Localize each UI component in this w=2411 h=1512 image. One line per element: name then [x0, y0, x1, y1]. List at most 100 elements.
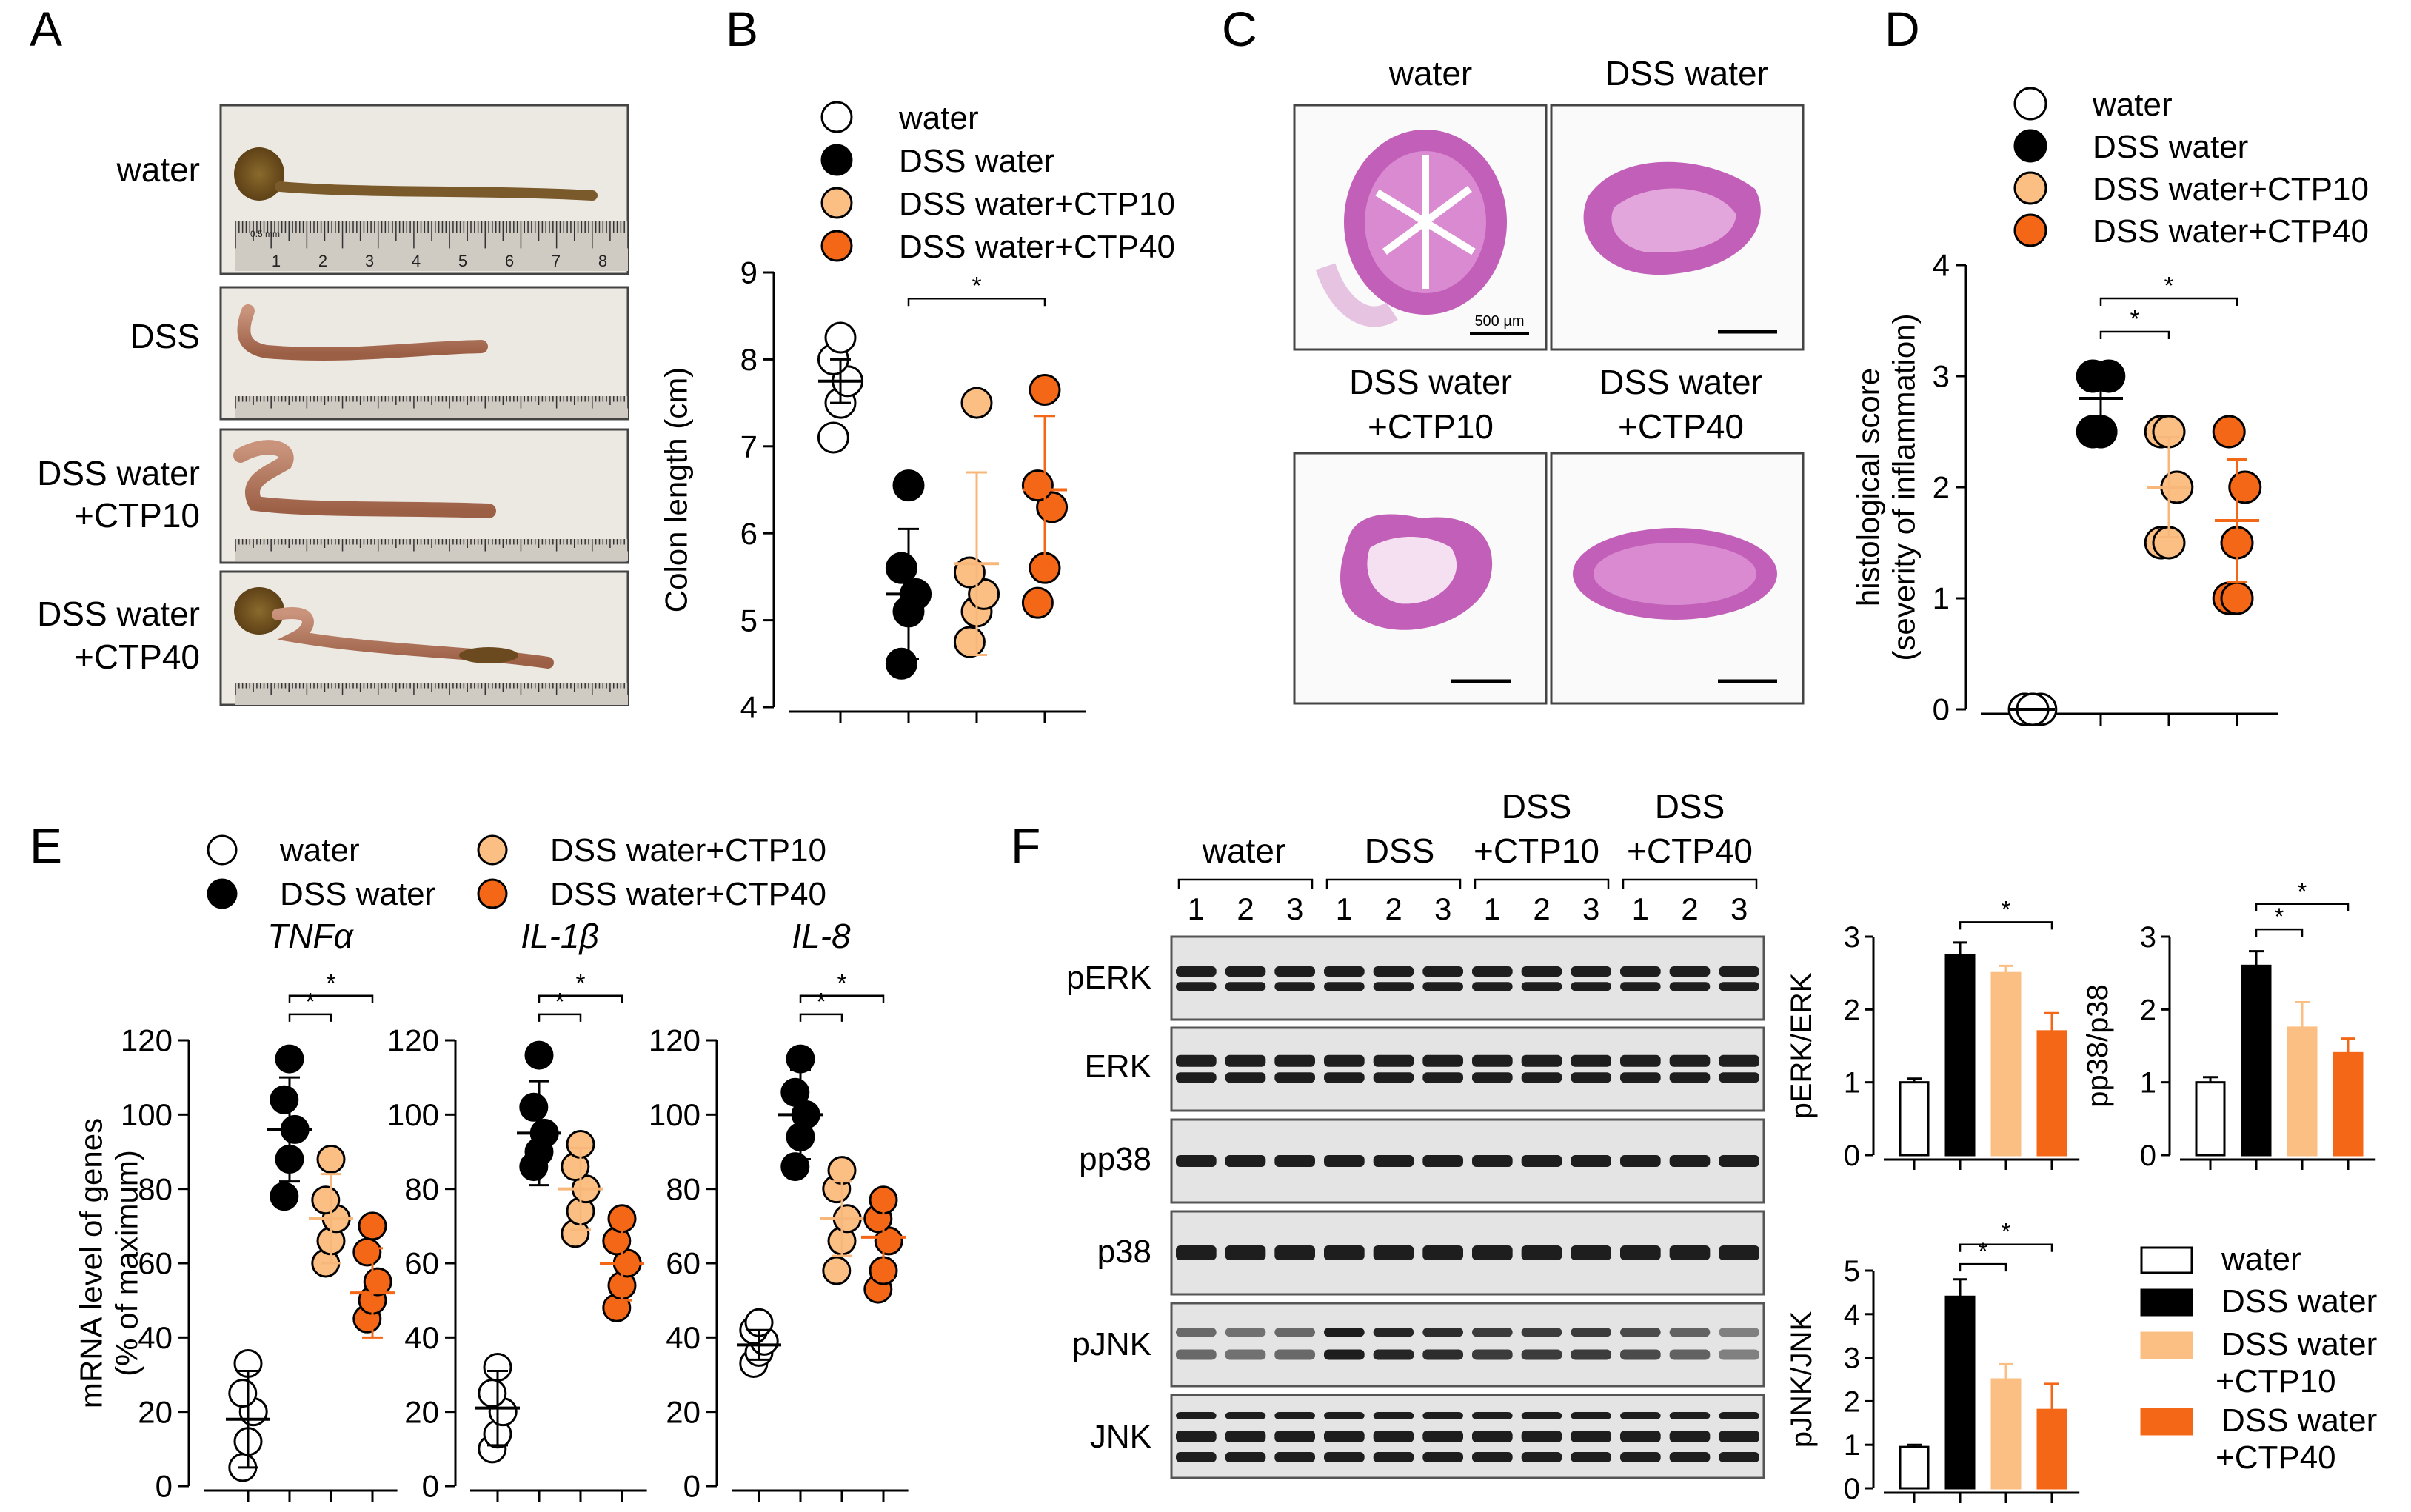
histology-title: water	[1388, 54, 1472, 93]
significance-bracket	[1959, 1243, 2053, 1252]
blot-band	[1274, 1412, 1315, 1419]
significance-star: *	[816, 989, 826, 1016]
blot-band	[1719, 1072, 1759, 1083]
colon-segment	[275, 181, 598, 201]
blot-band	[1373, 1328, 1414, 1337]
ruler	[235, 539, 629, 561]
significance-star: *	[575, 970, 585, 997]
y-tick-label: 4	[740, 690, 758, 725]
significance-bracket	[799, 1013, 843, 1022]
blot-band	[1669, 982, 1711, 991]
blot-band	[1422, 1245, 1463, 1260]
blot-band	[1274, 1452, 1315, 1462]
blot-band	[1176, 1452, 1217, 1462]
y-tick-label: 6	[740, 516, 758, 551]
bar	[2036, 1408, 2067, 1490]
blot-band	[1324, 1054, 1365, 1067]
significance-bracket	[2255, 928, 2304, 937]
y-tick-label: 2	[2140, 994, 2156, 1026]
blot-band	[1669, 1072, 1711, 1083]
data-point	[363, 1267, 392, 1297]
y-tick-label: 0	[1844, 1140, 1860, 1172]
bar	[1899, 1445, 1930, 1490]
chart-e-tnfa: 0 20 40 60 80 100 120 mRNA level of genes (% of …	[73, 917, 398, 1504]
blot-band	[1719, 982, 1759, 991]
histology-title: DSS water	[1605, 54, 1768, 93]
blot-band	[1422, 1452, 1463, 1462]
legend-swatch	[2140, 1288, 2193, 1317]
lane-bracket	[1622, 878, 1758, 889]
lane-number: 2	[1533, 892, 1550, 926]
blot-band	[1324, 1245, 1365, 1260]
y-tick-label: 60	[138, 1246, 173, 1281]
ruler-number: 8	[598, 252, 607, 270]
blot-band	[1274, 1054, 1315, 1067]
blot-band	[1176, 1349, 1217, 1360]
significance-bracket	[2255, 903, 2350, 911]
blot-band	[1669, 1054, 1711, 1067]
blot-band	[1472, 982, 1513, 991]
panel-a-row-water: water 1 2 3 4 5 6 7 8 0.5 mm	[116, 104, 629, 275]
ruler: 1 2 3 4 5 6 7 8 0.5 mm	[235, 221, 629, 271]
blot-band	[1669, 1155, 1711, 1167]
lane-number: 2	[1681, 892, 1698, 926]
lane-group-label-line2: +CTP40	[1627, 832, 1753, 870]
data-point	[827, 1156, 857, 1185]
y-tick-label: 100	[387, 1097, 439, 1132]
legend-label: DSS water	[280, 876, 435, 912]
legend-b: water DSS water DSS water+CTP10 DSS water+C…	[820, 100, 1175, 265]
tissue-section	[1583, 161, 1777, 334]
legend-e: water DSS water DSS water+CTP10 DSS wate…	[207, 832, 826, 912]
blot-band	[1176, 1054, 1217, 1067]
legend-label: DSS water+CTP10	[2093, 171, 2369, 207]
blot-band	[1225, 1245, 1266, 1260]
bar	[2241, 964, 2272, 1157]
y-tick-label: 80	[666, 1171, 700, 1206]
blot-band	[1669, 1412, 1711, 1419]
blot-band	[1373, 1452, 1414, 1462]
y-tick-label: 0	[156, 1469, 173, 1504]
blot-label: ERK	[1085, 1048, 1151, 1085]
blot-band	[1472, 1412, 1513, 1419]
y-tick-label: 80	[138, 1171, 173, 1206]
blot-band	[1521, 1054, 1562, 1067]
legend-marker	[2013, 129, 2047, 163]
ruler-number: 5	[458, 252, 467, 270]
legend-label: DSS water	[2093, 129, 2248, 165]
blot-band	[1571, 1431, 1611, 1442]
data-point	[885, 552, 917, 584]
blot-band	[1472, 1155, 1513, 1167]
significance-bracket	[799, 994, 885, 1003]
legend-marker	[820, 101, 853, 133]
blot-band	[1571, 1328, 1611, 1337]
blot-band	[1274, 1349, 1315, 1360]
lane-group-label: DSS	[1365, 832, 1435, 870]
legend-label: DSS water	[899, 143, 1054, 179]
legend-label: water	[279, 832, 360, 869]
blot-band	[1472, 1452, 1513, 1462]
blot-band	[1324, 1155, 1365, 1167]
data-point	[2228, 470, 2262, 504]
blot-band	[1225, 1072, 1266, 1083]
bar	[2036, 1030, 2067, 1157]
panel-b-letter: B	[726, 1, 758, 56]
data-point	[953, 556, 986, 589]
data-point	[822, 1256, 852, 1285]
chart-title: IL-8	[792, 917, 851, 955]
blot-band	[1176, 966, 1217, 977]
panel-a-row-ctp40: DSS water +CTP40	[37, 570, 629, 706]
data-point	[885, 647, 917, 680]
y-tick-label: 1	[2140, 1067, 2156, 1100]
y-tick-label: 100	[649, 1097, 700, 1132]
y-tick-label: 2	[1933, 470, 1950, 505]
lane-number: 1	[1336, 892, 1353, 926]
significance-star: *	[1979, 1238, 1987, 1265]
lane-number: 1	[1188, 892, 1205, 926]
blot-band	[1620, 1349, 1661, 1360]
significance-star: *	[305, 989, 315, 1016]
blot-band	[1274, 1431, 1315, 1442]
blot-band	[1620, 982, 1661, 991]
blot-strip	[1170, 1302, 1765, 1388]
